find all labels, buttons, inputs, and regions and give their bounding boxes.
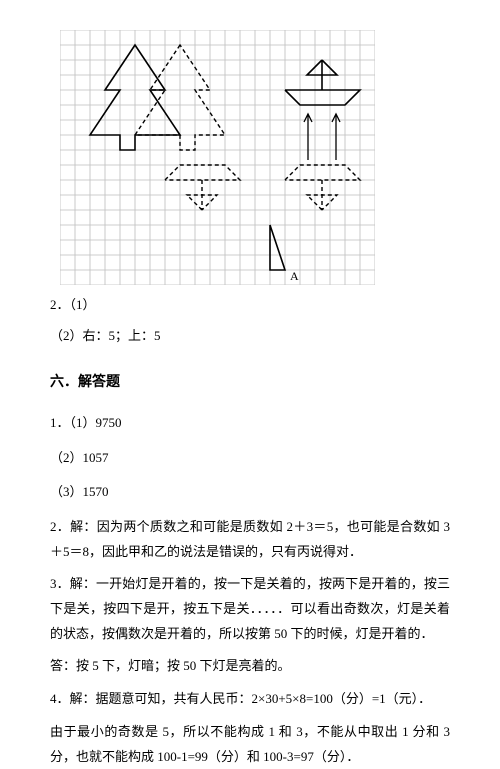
- a4-2: 由于最小的奇数是 5，所以不能构成 1 和 3，不能从中取出 1 分和 3 分，…: [50, 720, 450, 769]
- a1-2: （2）1057: [50, 446, 450, 471]
- line-2-2: （2）右：5；上：5: [50, 324, 450, 349]
- a4: 4．解：据题意可知，共有人民币：2×30+5×8=100（分）=1（元）．: [50, 687, 450, 712]
- a2: 2．解：因为两个质数之和可能是质数如 2＋3＝5，也可能是合数如 3＋5＝8，因…: [50, 515, 450, 564]
- a1-3: （3）1570: [50, 480, 450, 505]
- a3: 3．解：一开始灯是开着的，按一下是关着的，按两下是开着的，按三下是关，按四下是开…: [50, 572, 450, 646]
- a-label: A: [290, 269, 299, 283]
- section6-title: 六．解答题: [50, 370, 450, 397]
- grid-svg: A: [60, 30, 375, 285]
- a3-ans: 答：按 5 下，灯暗；按 50 下灯是亮着的。: [50, 654, 450, 679]
- a1-1: 1．（1）9750: [50, 411, 450, 436]
- grid-diagram: A: [60, 30, 375, 285]
- q2-label: 2．（1）: [50, 293, 446, 318]
